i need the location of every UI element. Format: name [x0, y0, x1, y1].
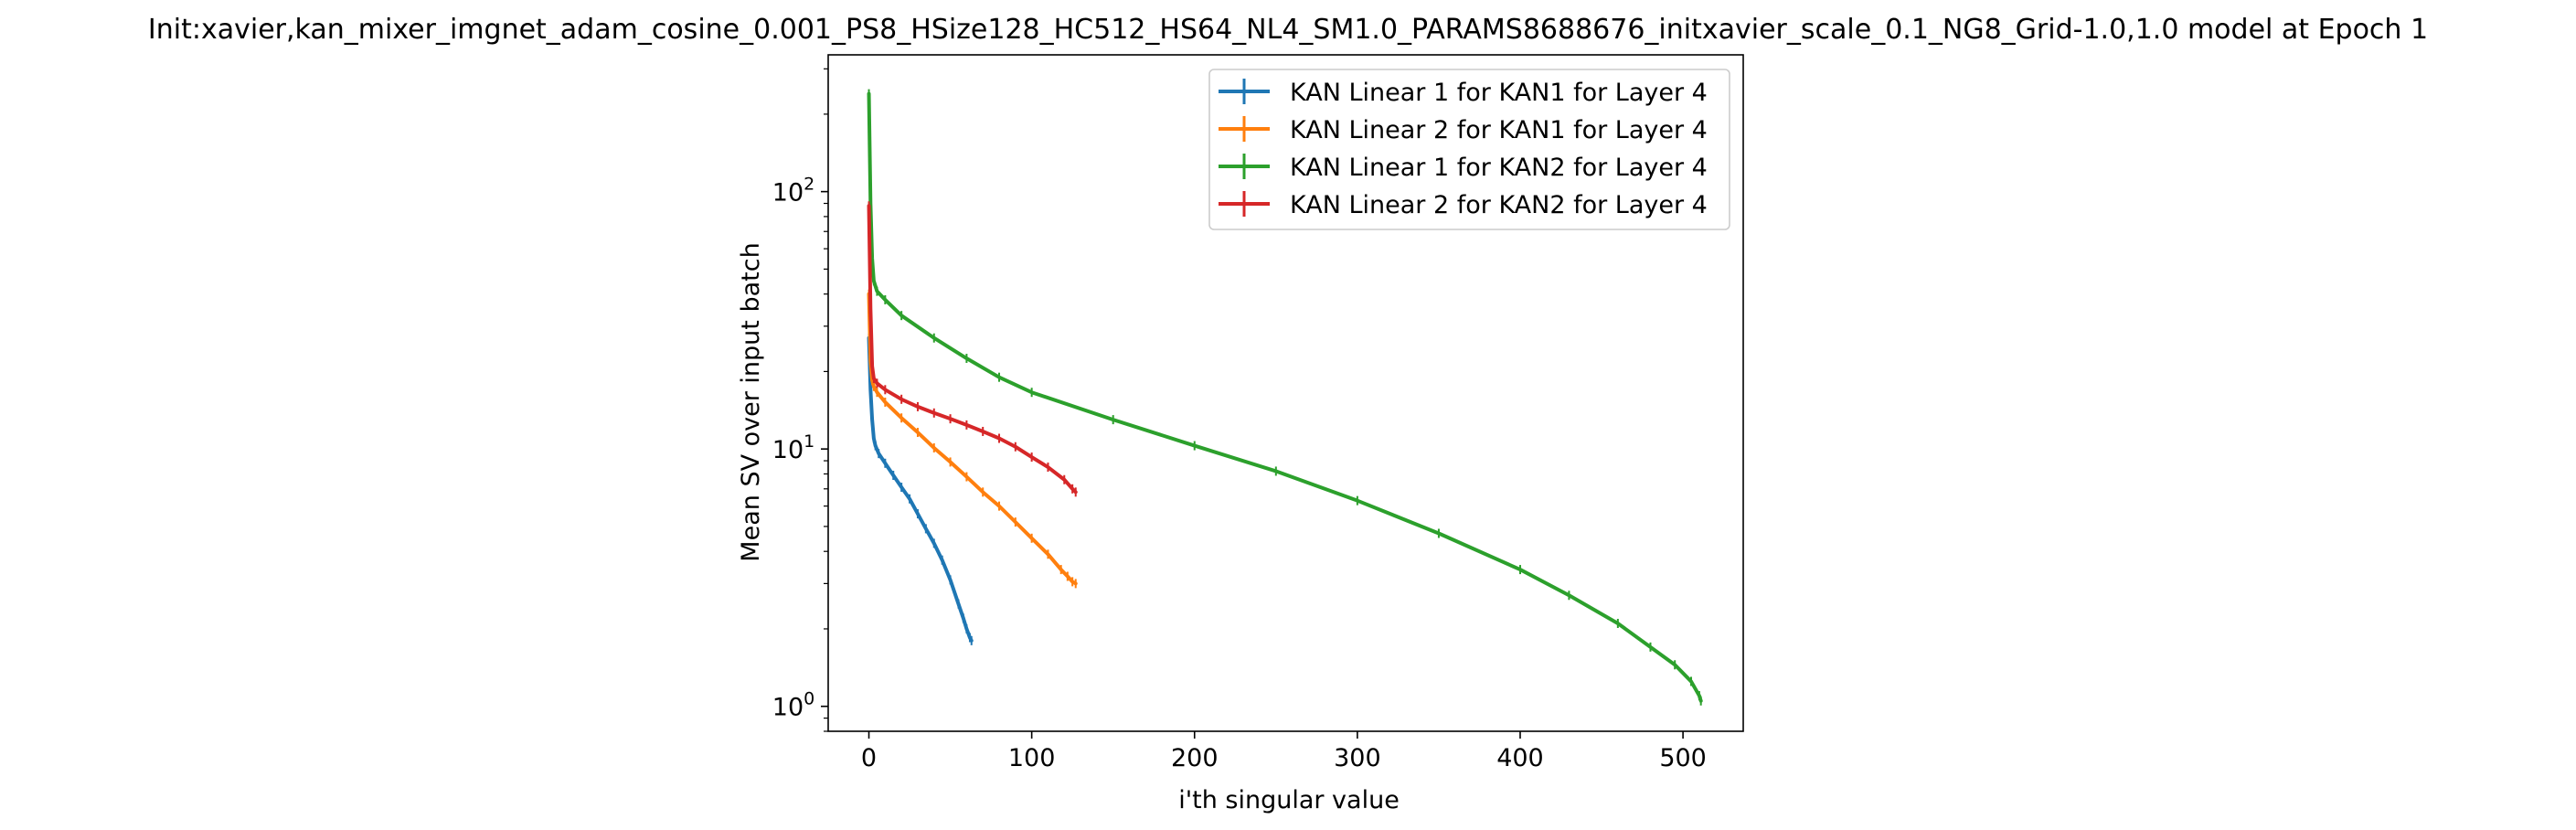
series-2 [867, 289, 1078, 589]
legend: KAN Linear 1 for KAN1 for Layer 4 KAN Lin… [1208, 69, 1730, 230]
series-line [867, 292, 1078, 586]
legend-label: KAN Linear 2 for KAN2 for Layer 4 [1290, 191, 1708, 219]
legend-label: KAN Linear 1 for KAN1 for Layer 4 [1290, 79, 1708, 107]
x-tick-label: 0 [861, 744, 877, 772]
y-axis-label: Mean SV over input batch [737, 242, 765, 561]
y-tick-label: 102 [772, 175, 814, 208]
legend-label: KAN Linear 2 for KAN1 for Layer 4 [1290, 116, 1708, 144]
y-tick-label: 100 [772, 689, 814, 722]
y-tick-label: 101 [772, 431, 814, 464]
axes-frame [827, 54, 1744, 732]
chart-title: Init:xavier,kan_mixer_imgnet_adam_cosine… [148, 14, 2428, 46]
plot-area [867, 89, 1703, 706]
x-tick-label: 400 [1496, 744, 1544, 772]
series-line [867, 204, 1078, 495]
axes: 0 100 200 300 400 500 100 101 102 [772, 54, 1744, 772]
series-1 [867, 333, 974, 645]
series-4 [867, 201, 1078, 497]
legend-item-3: KAN Linear 1 for KAN2 for Layer 4 [1219, 154, 1708, 182]
legend-item-1: KAN Linear 1 for KAN1 for Layer 4 [1219, 79, 1708, 107]
x-axis-label: i'th singular value [1178, 786, 1400, 814]
x-tick-label: 300 [1334, 744, 1381, 772]
series-line [867, 335, 974, 643]
legend-item-4: KAN Linear 2 for KAN2 for Layer 4 [1219, 191, 1708, 219]
x-tick-label: 200 [1171, 744, 1219, 772]
legend-label: KAN Linear 1 for KAN2 for Layer 4 [1290, 154, 1708, 182]
x-tick-label: 100 [1008, 744, 1056, 772]
legend-box [1208, 69, 1730, 230]
legend-item-2: KAN Linear 2 for KAN1 for Layer 4 [1219, 116, 1708, 144]
x-tick-label: 500 [1659, 744, 1707, 772]
